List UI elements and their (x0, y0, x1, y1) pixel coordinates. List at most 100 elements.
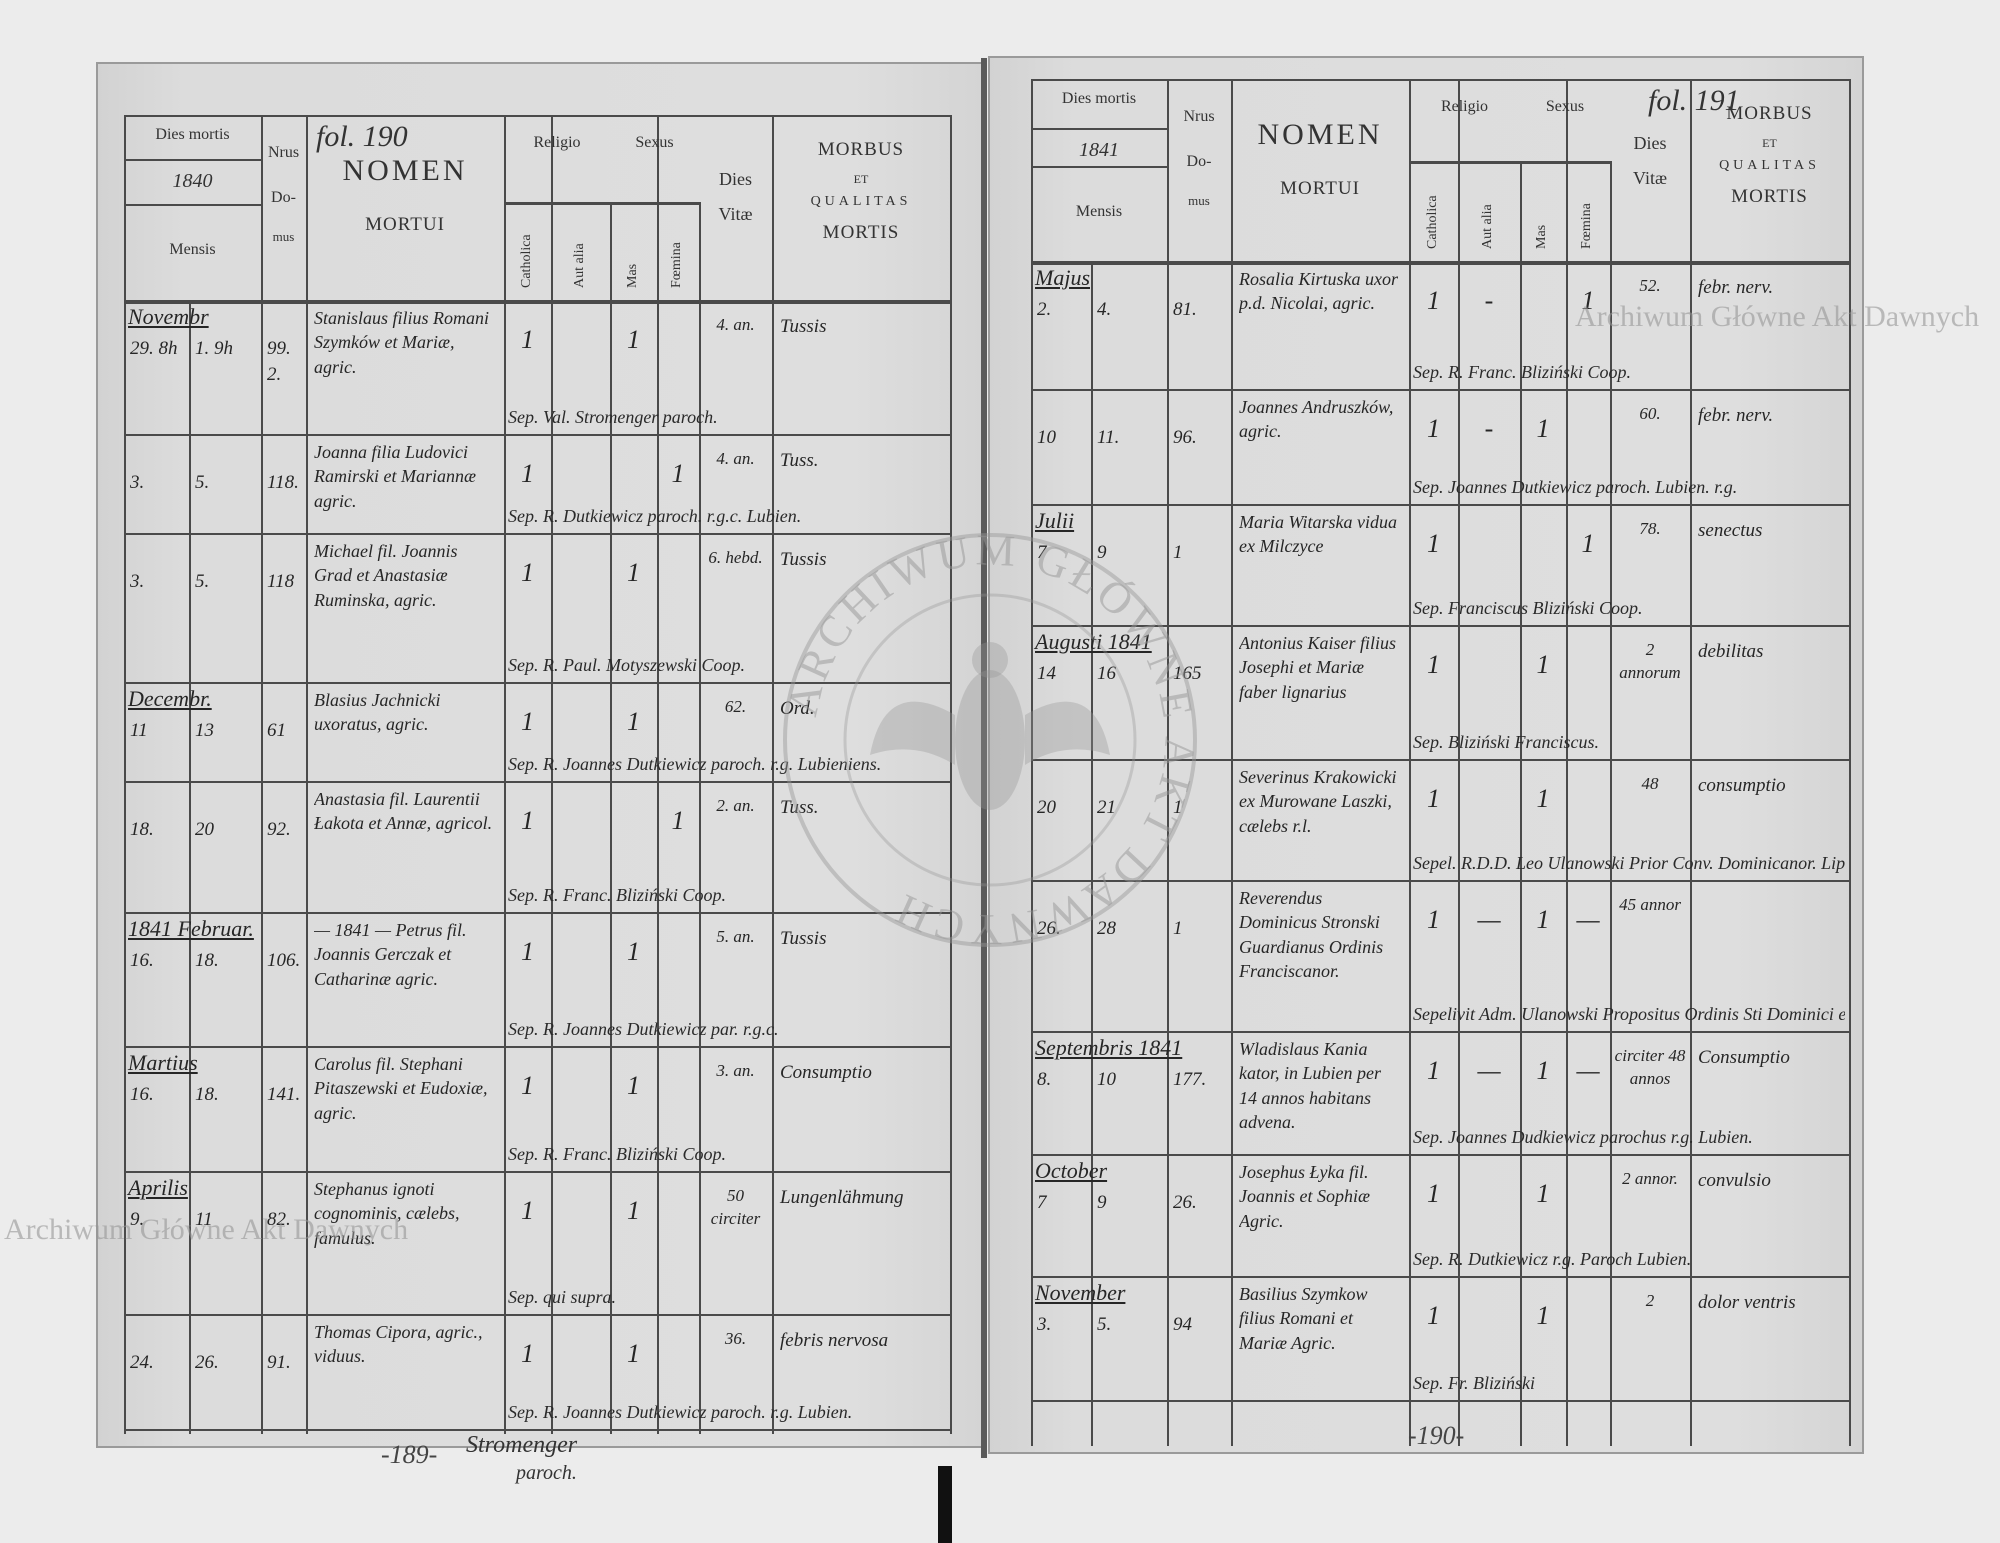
catholica-mark: 1 (1427, 1179, 1440, 1208)
house-number: 61 (267, 720, 286, 741)
mortui-label: MORTUI (1280, 178, 1360, 199)
column-divider (1610, 161, 1612, 1446)
age-at-death: 3. an. (716, 1061, 755, 1080)
vitae-label: Vitæ (718, 204, 753, 224)
house-number: 91. (267, 1352, 291, 1373)
register-entry-row: 1841 Februar. 16. 18. 106. — 1841 — Petrus f… (96, 912, 984, 1046)
row-divider (124, 781, 950, 783)
column-divider (657, 115, 659, 1434)
age-at-death: 60. (1639, 404, 1661, 423)
catholica-mark: 1 (1427, 650, 1440, 679)
column-divider (699, 202, 701, 1434)
column-divider (610, 202, 612, 1434)
burial-note: Sep. Val. Stromenger paroch. (508, 407, 718, 427)
register-entry-row: Novembr 29. 8h 1. 9h 99. 2. Stanislaus filiu… (96, 300, 984, 434)
mas-mark: 1 (627, 325, 640, 354)
burial-day: 11. (1097, 427, 1120, 448)
row-divider (124, 682, 950, 684)
death-day: 11 (130, 720, 148, 741)
death-day: 7 (1037, 542, 1047, 563)
burial-note: Sepelivit Adm. Ulanowski Propositus Ordi… (1413, 1004, 1845, 1024)
nrus-label: Nrus (1183, 108, 1215, 125)
burial-note: Sep. Fr. Bliziński (1413, 1373, 1535, 1393)
dies-label: Dies (1633, 133, 1667, 153)
et-label: ET (1762, 136, 1777, 150)
house-number: 141. (267, 1084, 301, 1105)
house-number: 92. (267, 819, 291, 840)
catholica-mark: 1 (1427, 529, 1440, 558)
mensis-label: Mensis (1075, 202, 1123, 220)
burial-day: 13 (195, 720, 214, 741)
column-divider (1231, 79, 1233, 1446)
cause-of-death: Ord. (780, 698, 815, 719)
morbus-label: MORBUS (1726, 103, 1813, 124)
death-day: 3. (1037, 1314, 1052, 1335)
deceased-name: Rosalia Kirtuska uxor p.d. Nicolai, agri… (1239, 269, 1399, 314)
burial-day: 21 (1097, 797, 1116, 818)
dies-mortis-rule (1031, 128, 1167, 130)
column-divider (306, 115, 308, 1434)
deceased-name: Basilius Szymkow filius Romani et Mariæ … (1239, 1284, 1368, 1353)
catholica-mark: 1 (1427, 784, 1440, 813)
burial-day: 5. (195, 571, 210, 592)
foemina-mark: 1 (671, 806, 685, 835)
row-divider (1031, 1031, 1849, 1033)
burial-note: Sep. R. Franc. Bliziński Coop. (508, 885, 726, 905)
register-entry-row: Majus 2. 4. 81. Rosalia Kirtuska uxor p.d. N… (988, 261, 1864, 389)
house-number: 26. (1173, 1192, 1197, 1213)
death-day: 9. (130, 1209, 145, 1230)
column-divider (772, 115, 774, 1434)
cause-of-death: Tussis (780, 549, 827, 570)
house-number: 81. (1173, 299, 1197, 320)
burial-day: 9 (1097, 542, 1107, 563)
date-subdivider (189, 300, 191, 1434)
sexus-label: Sexus (635, 134, 674, 151)
death-day: 16. (130, 950, 154, 971)
pastor-signature: Stromenger (466, 1432, 578, 1458)
vitae-label: Vitæ (1633, 168, 1667, 188)
column-divider (1031, 79, 1033, 1446)
foemina-mark: — (1576, 905, 1600, 934)
burial-note: Sep. R. Dutkiewicz paroch. r.g.c. Lubien… (508, 506, 802, 526)
register-entry-row: Decembr. 11 13 61 Blasius Jachnicki uxoratus… (96, 682, 984, 781)
catholica-mark: 1 (521, 325, 534, 354)
age-at-death: 4. an. (716, 315, 755, 334)
burial-note: Sep. Joannes Dudkiewicz parochus r.g. Lu… (1413, 1127, 1753, 1147)
age-at-death: 62. (724, 697, 747, 716)
catholica-mark: 1 (521, 1071, 534, 1100)
row-divider (124, 1046, 950, 1048)
mortis-label: MORTIS (822, 222, 900, 243)
row-divider (124, 1429, 950, 1431)
mas-mark: 1 (627, 937, 640, 966)
deceased-name: Antonius Kaiser filius Josephi et Mariæ … (1239, 633, 1397, 702)
death-day: 16. (130, 1084, 154, 1105)
burial-day: 18. (195, 1084, 219, 1105)
age-at-death: 52. (1639, 276, 1661, 295)
house-number: 118 (267, 571, 295, 592)
register-entry-row: 18. 20 92. Anastasia fil. Laurentii Łakota … (96, 781, 984, 912)
catholica-mark: 1 (521, 707, 534, 736)
house-number: 96. (1173, 427, 1197, 448)
month-label: Aprilis (128, 1175, 188, 1200)
column-divider (261, 115, 263, 1434)
house-number: 165 (1173, 663, 1202, 684)
burial-day: 9 (1097, 1192, 1107, 1213)
deceased-name: Anastasia fil. Laurentii Łakota et Annæ,… (314, 789, 493, 834)
mas-mark: 1 (627, 707, 640, 736)
mas-mark: 1 (627, 1339, 640, 1368)
row-divider (124, 533, 950, 535)
house-number: 1 (1173, 918, 1183, 939)
mortis-label: MORTIS (1731, 186, 1808, 207)
row-divider (1031, 759, 1849, 761)
register-entry-row: 26. 28 1 Reverendus Dominicus Stronski Guar… (988, 880, 1864, 1031)
age-at-death: 5. an. (716, 927, 755, 946)
register-entry-row: Martius 16. 18. 141. Carolus fil. Stephani P… (96, 1046, 984, 1171)
burial-day: 18. (195, 950, 219, 971)
month-label: Novembr (128, 304, 209, 329)
cause-of-death: Consumptio (780, 1062, 872, 1083)
column-divider (551, 115, 553, 1434)
row-divider (1031, 1400, 1849, 1402)
mas-mark: 1 (1536, 784, 1550, 813)
age-at-death: 50 circiter (710, 1186, 761, 1228)
house-number: 1 (1173, 797, 1183, 818)
